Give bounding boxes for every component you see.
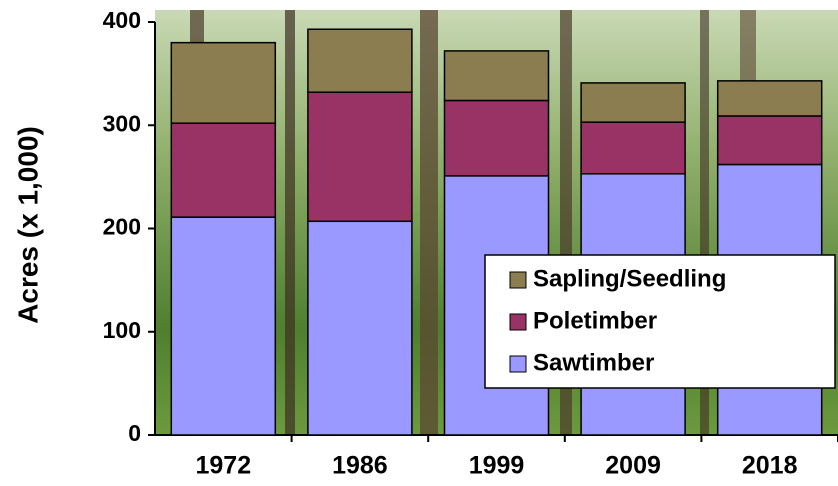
y-tick-label: 0: [128, 420, 141, 446]
bar-segment: [308, 29, 412, 92]
legend: Sapling/Seedling Poletimber Sawtimber: [485, 255, 835, 388]
bar-segment: [581, 83, 685, 122]
bar-segment: [308, 92, 412, 221]
bar-segment: [718, 81, 822, 116]
bar-segment: [718, 116, 822, 165]
bar-segment: [171, 43, 275, 124]
bar-segment: [171, 123, 275, 217]
bar-segment: [308, 221, 412, 435]
x-tick-label: 1972: [195, 452, 251, 480]
x-tick-label: 2009: [605, 452, 661, 480]
bar-segment: [581, 122, 685, 174]
x-tick-label: 2018: [742, 452, 798, 480]
legend-swatch: [510, 314, 526, 330]
legend-label: Sawtimber: [533, 349, 654, 376]
y-axis-title: Acres (x 1,000): [12, 126, 43, 324]
legend-label: Sapling/Seedling: [533, 265, 726, 292]
bar-segment: [445, 51, 549, 101]
legend-label: Poletimber: [533, 307, 657, 334]
bar-segment: [171, 217, 275, 435]
legend-swatch: [510, 356, 526, 372]
chart: Acres (x 1,000) 0 100 200 300 400 1972 1986 199…: [0, 0, 838, 486]
legend-swatch: [510, 272, 526, 288]
bar-segment: [445, 100, 549, 175]
y-tick-label: 300: [103, 110, 141, 136]
y-tick-label: 400: [103, 7, 141, 33]
y-tick-label: 100: [103, 317, 141, 343]
x-tick-label: 1999: [469, 452, 525, 480]
y-tick-label: 200: [103, 214, 141, 240]
x-tick-label: 1986: [332, 452, 388, 480]
